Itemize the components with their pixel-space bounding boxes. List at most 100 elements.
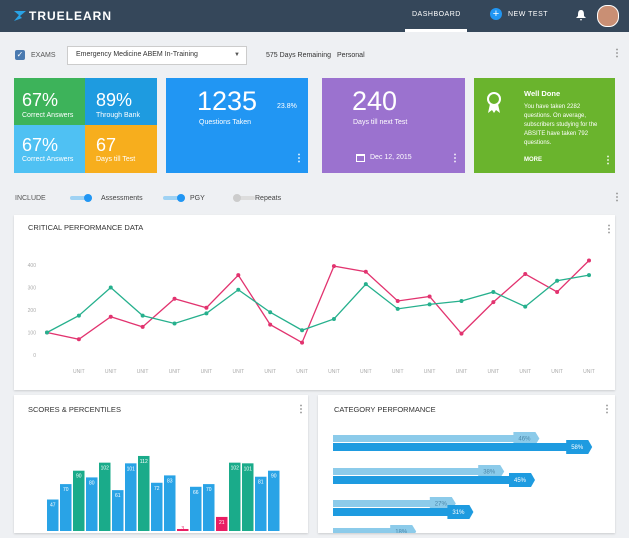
point bbox=[172, 321, 177, 326]
bar-label: 112 bbox=[140, 459, 148, 465]
line-card: CRITICAL PERFORMANCE DATA ⋮ 0 100 200 300 40… bbox=[14, 215, 615, 390]
hbar-label: 27% bbox=[435, 502, 448, 508]
toggle-label: Repeats bbox=[255, 195, 282, 202]
more-link[interactable]: MORE bbox=[524, 157, 542, 163]
kebab[interactable]: ⋮ bbox=[602, 404, 612, 415]
label-pill bbox=[478, 465, 505, 478]
bar bbox=[164, 475, 176, 531]
kebab[interactable]: ⋮ bbox=[450, 153, 460, 164]
point bbox=[76, 313, 81, 318]
bar-label: 47 bbox=[50, 503, 56, 509]
kebab[interactable]: ⋮ bbox=[603, 155, 613, 166]
award-icon bbox=[487, 92, 501, 113]
kebab[interactable]: ⋮ bbox=[296, 404, 306, 415]
toggle-label: Assessments bbox=[101, 195, 143, 202]
bar bbox=[242, 463, 254, 531]
kebab[interactable]: ⋮ bbox=[294, 153, 304, 164]
mode: Personal bbox=[337, 52, 365, 59]
hbar-chart: CATEGORY PERFORMANCE ⋮ 46% 38% 27% 18% 58% 45… bbox=[333, 404, 612, 538]
new-test-icon[interactable]: + bbox=[490, 8, 502, 20]
bar-label: 102 bbox=[101, 466, 110, 472]
line-chart: CRITICAL PERFORMANCE DATA ⋮ 0 100 200 300 40… bbox=[28, 223, 614, 375]
logo[interactable]: TRUELEARN bbox=[29, 9, 112, 23]
hbar bbox=[333, 476, 531, 484]
hbar-label: 31% bbox=[452, 510, 465, 516]
toggle-on[interactable] bbox=[163, 193, 187, 203]
line-series bbox=[46, 260, 590, 344]
point bbox=[363, 269, 368, 274]
point bbox=[427, 302, 432, 307]
point bbox=[300, 328, 305, 333]
kebab[interactable]: ⋮ bbox=[612, 192, 622, 203]
point bbox=[491, 300, 496, 305]
y-tick-label: 100 bbox=[28, 331, 37, 337]
hbar bbox=[333, 528, 413, 535]
x-tick-label: UNIT bbox=[328, 369, 340, 375]
bar-label: 101 bbox=[127, 466, 136, 472]
tile-value: 67 bbox=[96, 135, 117, 155]
line-series bbox=[46, 274, 590, 334]
bar-card: SCORES & PERCENTILES ⋮ 47 70 90 80 102 61 101 1… bbox=[14, 395, 308, 533]
point bbox=[108, 314, 113, 319]
point bbox=[76, 337, 81, 342]
tile-value: 89% bbox=[96, 90, 133, 110]
checkbox[interactable]: ✓ bbox=[15, 50, 25, 60]
bar-label: 90 bbox=[271, 474, 277, 480]
x-tick-label: UNIT bbox=[137, 369, 149, 375]
card-change: 23.8% bbox=[277, 103, 297, 110]
point bbox=[523, 304, 528, 309]
y-tick-label: 300 bbox=[28, 286, 37, 292]
toggle-on[interactable] bbox=[70, 193, 94, 203]
card-text: You have taken 2282 questions. On averag… bbox=[524, 104, 598, 146]
toggle-label: PGY bbox=[190, 195, 205, 202]
days-remaining: 575 Days Remaining bbox=[266, 52, 331, 59]
chart-title: CATEGORY PERFORMANCE bbox=[334, 405, 436, 414]
bar-label: 83 bbox=[167, 478, 173, 484]
nav-new-test[interactable]: NEW TEST bbox=[508, 11, 549, 18]
point bbox=[331, 264, 336, 269]
hbar bbox=[333, 435, 536, 442]
bar-label: 80 bbox=[89, 480, 95, 486]
label-pill bbox=[513, 432, 540, 445]
card-title: Well Done bbox=[524, 89, 561, 98]
kebab[interactable]: ⋮ bbox=[612, 48, 622, 59]
x-tick-label: UNIT bbox=[519, 369, 531, 375]
card-date: Dec 12, 2015 bbox=[370, 154, 412, 161]
hbar-label: 58% bbox=[571, 445, 584, 451]
bar bbox=[99, 462, 111, 531]
x-tick-label: UNIT bbox=[232, 369, 244, 375]
avatar[interactable] bbox=[597, 5, 619, 27]
bar bbox=[60, 484, 72, 531]
x-tick-label: UNIT bbox=[264, 369, 276, 375]
point bbox=[108, 285, 113, 290]
bar bbox=[177, 528, 189, 531]
bar-label: 21 bbox=[219, 520, 225, 526]
hbar bbox=[333, 443, 589, 451]
tile-value: 67% bbox=[22, 135, 59, 155]
point bbox=[204, 305, 209, 310]
bell-icon[interactable] bbox=[576, 9, 586, 21]
exams-label: EXAMS bbox=[31, 52, 56, 59]
exam-select[interactable]: Emergency Medicine ABEM In-Training ▼ bbox=[67, 46, 247, 65]
point bbox=[491, 290, 496, 294]
x-tick-label: UNIT bbox=[73, 369, 85, 375]
point bbox=[363, 282, 368, 287]
tile: 67 Days till Test bbox=[85, 125, 157, 173]
kebab[interactable]: ⋮ bbox=[604, 224, 614, 235]
toggle-off[interactable] bbox=[231, 193, 255, 203]
point bbox=[395, 306, 400, 311]
tile-label: Correct Answers bbox=[22, 156, 74, 163]
tile-label: Through Bank bbox=[96, 112, 140, 119]
point bbox=[459, 299, 464, 303]
point bbox=[427, 294, 432, 299]
x-tick-label: UNIT bbox=[169, 369, 181, 375]
hbar bbox=[333, 468, 501, 475]
bar bbox=[138, 455, 150, 531]
point bbox=[45, 330, 49, 335]
nav-dashboard[interactable]: DASHBOARD bbox=[412, 11, 461, 18]
point bbox=[555, 278, 560, 283]
y-tick-label: 0 bbox=[33, 353, 36, 359]
point bbox=[236, 287, 241, 292]
bar bbox=[151, 482, 163, 531]
